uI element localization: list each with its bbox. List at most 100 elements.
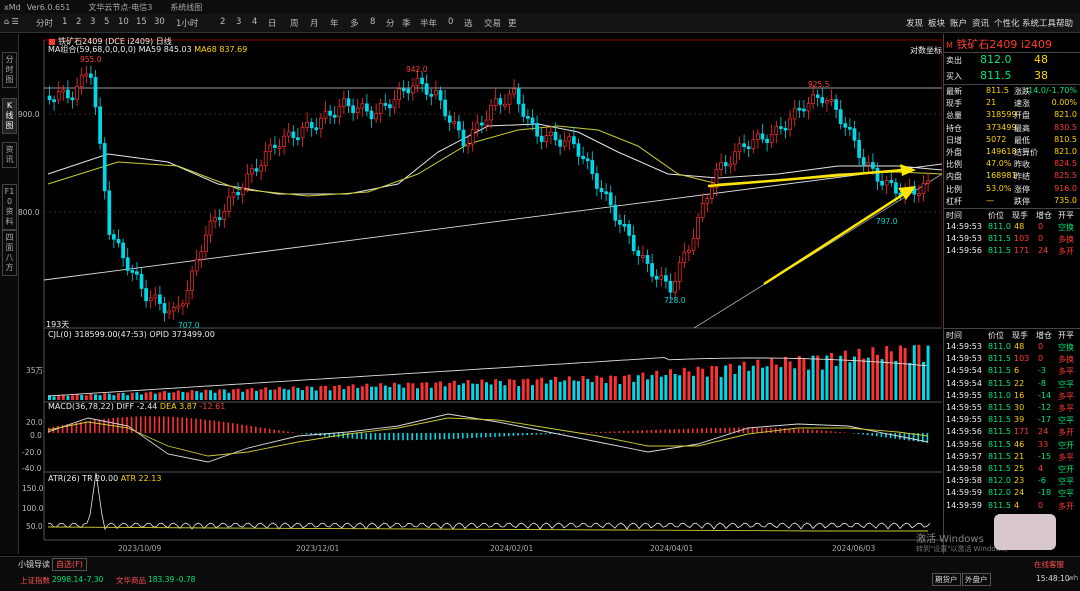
tick-col-header: 开平 — [1058, 210, 1074, 221]
period-5[interactable]: 5 — [104, 17, 109, 27]
menu-news[interactable]: 资讯 — [972, 17, 989, 29]
macd-bar — [181, 417, 183, 433]
macd-bar — [522, 433, 524, 435]
period-trade[interactable]: 交易 — [484, 17, 501, 29]
macd-bar — [609, 432, 611, 433]
system-chart[interactable]: 系统线图 — [170, 2, 202, 13]
foreign-account-button[interactable]: 外盘户 — [962, 573, 991, 586]
tab-news[interactable]: 资讯 — [2, 142, 17, 168]
period-10[interactable]: 10 — [118, 17, 129, 27]
macd-bar — [177, 417, 179, 433]
volume-bar — [131, 393, 134, 400]
index1-name[interactable]: 上证指数 — [20, 575, 50, 586]
atr-label[interactable]: ATR(26) — [48, 474, 80, 483]
tab-guide[interactable]: 小镜导读 — [18, 559, 50, 570]
volume-bar — [641, 373, 644, 400]
macd-bar — [287, 432, 289, 433]
tick-cell: 6 — [1014, 366, 1019, 375]
tab-watchlist[interactable]: 自选(F) — [52, 558, 87, 571]
period-day[interactable]: 日 — [268, 17, 277, 29]
candle — [609, 193, 612, 205]
candle — [697, 217, 700, 238]
stat-label: 杠杆 — [946, 196, 962, 207]
home-icon[interactable]: ⌂ ☰ — [4, 17, 19, 26]
tick-cell: 25 — [1014, 464, 1024, 473]
candle — [384, 103, 387, 105]
volume-bar — [255, 391, 258, 400]
buy-price[interactable]: 811.5 — [980, 69, 1012, 82]
macd-dea: DEA 3.87 — [160, 402, 197, 411]
log-scale-toggle[interactable]: 对数坐标 — [910, 45, 942, 56]
candle — [770, 134, 773, 142]
volume-bar — [181, 392, 184, 400]
stat-value: 824.5 — [1054, 159, 1077, 168]
period-select[interactable]: 选 — [464, 17, 473, 29]
period-week[interactable]: 周 — [290, 17, 299, 29]
server-node[interactable]: 文华云节点-电信3 — [88, 2, 152, 13]
chart-area[interactable]: ■ 铁矿石2409 (DCE i2409) 日线 MA组合(59,68,0,0,… — [18, 34, 942, 554]
tick-cell: 811.5 — [988, 234, 1011, 243]
futures-account-button[interactable]: 期货户 — [932, 573, 961, 586]
candle — [784, 128, 787, 130]
period-h4[interactable]: 4 — [252, 17, 257, 27]
period-8[interactable]: 8 — [370, 17, 375, 27]
menu-personalize[interactable]: 个性化 — [994, 17, 1020, 29]
volume-bar — [720, 377, 723, 400]
tab-kline[interactable]: K线图 — [2, 98, 17, 134]
macd-bar — [655, 430, 657, 433]
macd-bar — [881, 433, 883, 437]
volume-bar — [204, 390, 207, 400]
tick-cell: 空平 — [1058, 488, 1074, 499]
tick-cell: 14:59:53 — [946, 342, 982, 351]
period-multi[interactable]: 多 — [350, 17, 359, 29]
macd-bar — [701, 428, 703, 433]
volume-bar — [540, 378, 543, 400]
tick-col-header: 时间 — [946, 330, 962, 341]
period-1[interactable]: 1 — [62, 17, 67, 27]
tab-all[interactable]: 四面八方 — [2, 230, 17, 276]
tab-fenshi[interactable]: 分时图 — [2, 52, 17, 88]
quote-title: 铁矿石2409 — [956, 38, 1017, 51]
tick-cell: 多平 — [1058, 452, 1074, 463]
macd-bar — [200, 419, 202, 433]
period-halfyear[interactable]: 半年 — [420, 17, 437, 29]
period-month[interactable]: 月 — [310, 17, 319, 29]
period-year[interactable]: 年 — [330, 17, 339, 29]
volume-bar — [342, 389, 345, 400]
candle — [844, 124, 847, 128]
floating-widget[interactable] — [994, 514, 1056, 550]
macd-bar — [264, 428, 266, 433]
period-more[interactable]: 更 — [508, 17, 517, 29]
period-fenshi[interactable]: 分时 — [36, 17, 53, 29]
menu-help[interactable]: 帮助 — [1056, 17, 1073, 29]
sell-price[interactable]: 812.0 — [980, 53, 1012, 66]
stat-label: 比例 — [946, 184, 962, 195]
tab-f10[interactable]: F10资料 — [2, 184, 17, 230]
period-1h[interactable]: 1小时 — [176, 17, 198, 29]
cjl-label[interactable]: CJL(0) — [48, 330, 72, 339]
period-2[interactable]: 2 — [76, 17, 81, 27]
candle — [80, 75, 83, 86]
menu-sector[interactable]: 板块 — [928, 17, 945, 29]
period-30[interactable]: 30 — [154, 17, 165, 27]
period-3[interactable]: 3 — [90, 17, 95, 27]
yaxis-atr-100: 100.0 — [22, 504, 43, 513]
candle — [342, 99, 345, 107]
period-15[interactable]: 15 — [136, 17, 147, 27]
period-h2[interactable]: 2 — [220, 17, 225, 27]
period-fen[interactable]: 分 — [386, 17, 395, 29]
period-quarter[interactable]: 季 — [402, 17, 411, 29]
period-zero[interactable]: 0 — [448, 17, 453, 27]
ma-config[interactable]: MA组合(59,68,0,0,0,0) — [48, 45, 136, 54]
index2-name[interactable]: 文华商品 — [116, 575, 146, 586]
online-service-button[interactable]: 在线客服 — [1034, 559, 1064, 570]
macd-label[interactable]: MACD(36,78,22) — [48, 402, 114, 411]
menu-account[interactable]: 账户 — [950, 17, 967, 29]
tick-col-header: 增仓 — [1036, 330, 1052, 341]
volume-bar — [692, 376, 695, 400]
menu-discover[interactable]: 发现 — [906, 17, 923, 29]
menu-tools[interactable]: 系统工具 — [1022, 17, 1056, 29]
volume-bar — [839, 356, 842, 400]
candle — [651, 264, 654, 277]
period-h3[interactable]: 3 — [236, 17, 241, 27]
